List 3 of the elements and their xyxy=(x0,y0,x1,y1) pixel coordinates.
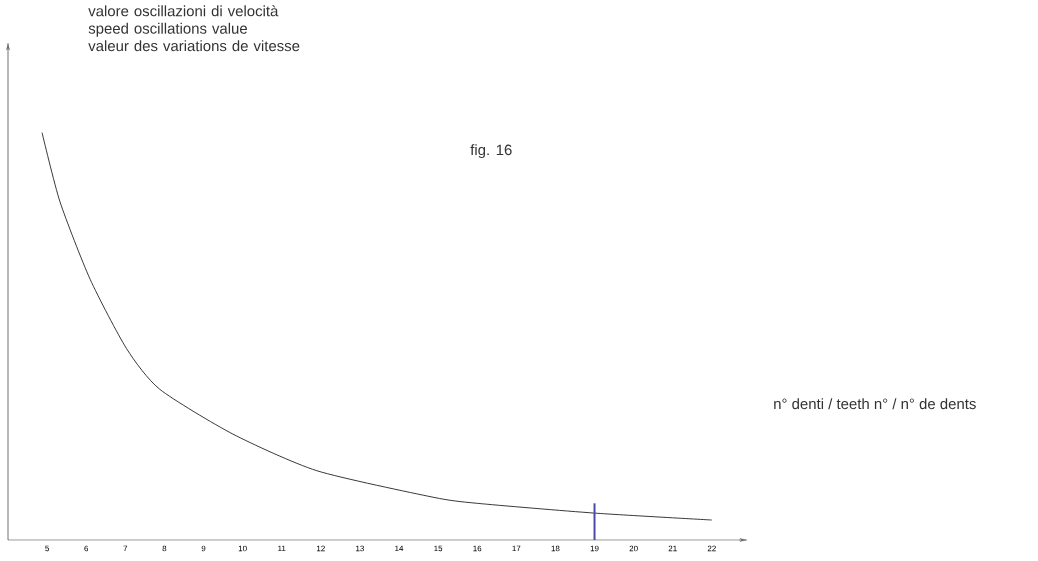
x-axis-title: n° denti / teeth n° / n° de dents xyxy=(774,398,976,410)
annotation: fig. 16 xyxy=(470,144,512,159)
chart-title: valore oscillazioni di velocità speed oscillations value valeur des variations de vitesse xyxy=(88,5,300,52)
